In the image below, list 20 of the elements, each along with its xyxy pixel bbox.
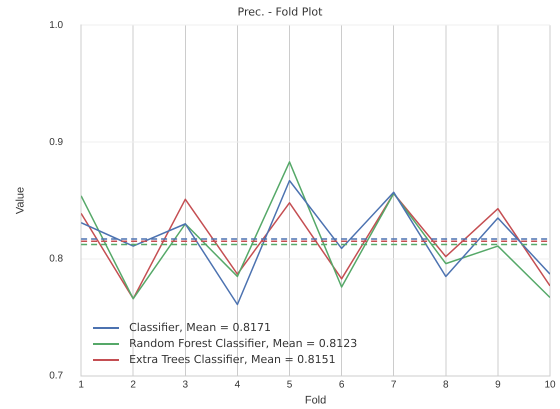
legend-label: Classifier, Mean = 0.8171 [129,320,271,336]
y-axis-title: Value [14,186,27,214]
y-tick-label: 0.8 [49,254,64,265]
x-tick-label: 1 [78,380,84,391]
x-tick-label: 8 [443,380,450,391]
legend-label: Extra Trees Classifier, Mean = 0.8151 [129,352,336,368]
x-tick-label: 10 [544,380,556,391]
y-tick-label: 0.9 [49,136,64,148]
legend-label: Random Forest Classifier, Mean = 0.8123 [129,336,358,352]
x-tick-label: 3 [182,380,189,391]
x-axis-title: Fold [304,394,326,406]
y-tick-label: 0.7 [49,370,64,382]
x-tick-label: 4 [234,380,241,391]
chart-title: Prec. - Fold Plot [238,5,324,18]
x-tick-label: 9 [495,380,502,391]
x-tick-label: 6 [338,380,345,391]
x-tick-label: 2 [130,380,136,391]
x-tick-label: 7 [390,380,397,391]
y-tick-label: 1.0 [49,20,64,31]
x-tick-label: 5 [286,380,293,391]
